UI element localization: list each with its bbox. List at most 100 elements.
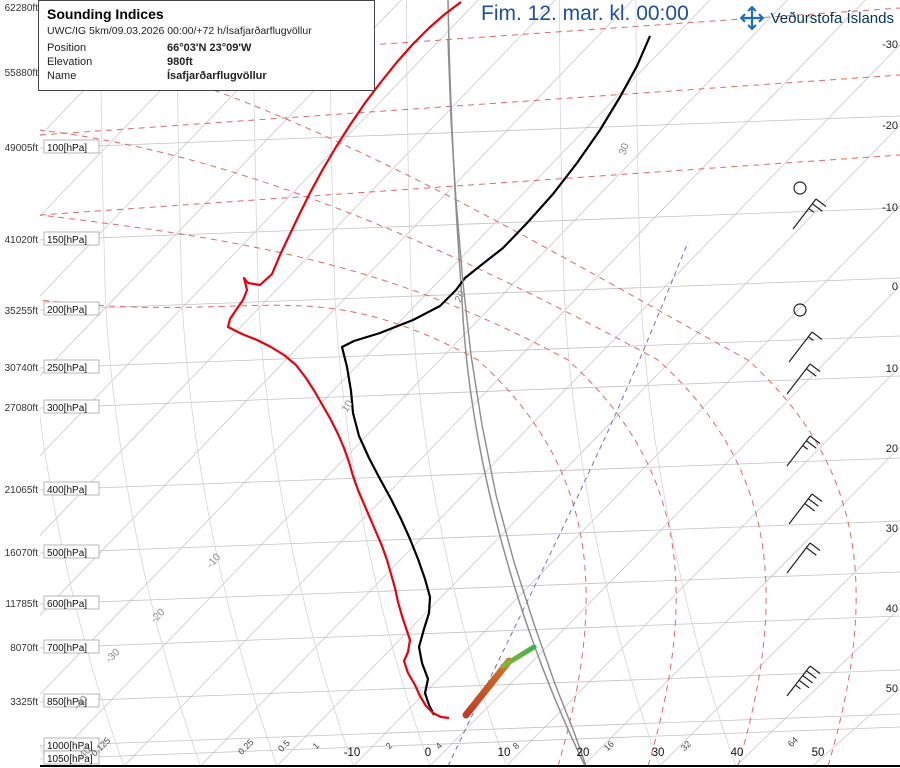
bottom-temperature-label: 0 — [425, 747, 431, 759]
vedurstofa-logo: Veðurstofa Íslands — [739, 5, 894, 31]
right-temperature-label: 10 — [886, 363, 898, 375]
pressure-label: 100[hPa] — [47, 143, 87, 154]
isobar-gridline — [40, 615, 900, 649]
right-temperature-label: 0 — [892, 281, 898, 293]
mixing-ratio-label: 16 — [602, 739, 616, 753]
moist-adiabat-line — [40, 74, 900, 136]
info-value: 980ft — [167, 56, 193, 68]
mixing-ratio-label: 8 — [511, 741, 522, 752]
model-run-line: UWC/IG 5km/09.03.2026 00:00/+72 h/Ísafja… — [47, 25, 312, 37]
moist-adiabat-line — [40, 214, 677, 766]
diagonal-gridline — [200, 44, 900, 766]
isobar-gridline — [40, 277, 900, 311]
vedurstofa-logo-icon — [739, 6, 764, 30]
moist-adiabat-line — [40, 44, 857, 766]
isobar-gridline — [40, 669, 900, 703]
mixing-ratio-label: 4 — [434, 741, 445, 752]
isotherm-label: 20 — [452, 289, 468, 305]
moist-adiabat-line — [40, 154, 900, 216]
mixing-ratio-label: 64 — [786, 735, 800, 749]
altitude-label: 8070ft — [10, 643, 38, 654]
mixing-ratio-label: 2 — [384, 741, 395, 752]
diagonal-gridline — [353, 205, 900, 766]
pressure-label-box — [43, 399, 100, 414]
isotherm-label: -30 — [103, 646, 122, 665]
pressure-label-box — [43, 231, 100, 246]
isobar-gridline — [40, 520, 900, 554]
isotherm-label: -20 — [148, 606, 167, 625]
shear-gradient-segment — [500, 644, 537, 669]
pressure-label: 500[hPa] — [47, 548, 87, 559]
right-temperature-label: 50 — [886, 683, 898, 695]
pressure-label-box — [43, 693, 100, 708]
altitude-label: 49005ft — [5, 143, 39, 154]
pressure-label-box — [43, 595, 100, 610]
wind-barb-icon — [786, 542, 821, 574]
isobar-gridline — [40, 457, 900, 491]
altitude-label: 55880ft — [5, 68, 39, 79]
right-temperature-label: -30 — [882, 39, 898, 51]
isotherm-curve — [40, 414, 125, 766]
pressure-label: 1000[hPa] — [47, 741, 93, 752]
diagonal-gridline — [429, 285, 900, 766]
bottom-temperature-label: 20 — [577, 747, 590, 759]
isotherm-curve — [406, 0, 507, 766]
pressure-label: 400[hPa] — [47, 485, 87, 496]
altitude-label: 62280ft — [5, 3, 39, 14]
mixing-ratio-label: 0.25 — [236, 737, 255, 756]
diagonal-gridline — [812, 688, 900, 766]
sounding-indices-box: Sounding Indices UWC/IG 5km/09.03.2026 0… — [38, 0, 375, 91]
isotherm-curve-highlight — [447, 0, 586, 766]
info-value: Ísafjarðarflugvöllur — [167, 70, 267, 82]
pressure-label: 250[hPa] — [47, 363, 87, 374]
info-box-title: Sounding Indices — [47, 6, 164, 22]
isobar-gridline — [40, 207, 900, 241]
bottom-temperature-label: 10 — [498, 747, 511, 759]
vedurstofa-logo-text: Veðurstofa Íslands — [770, 9, 894, 27]
bottom-temperature-label: 40 — [731, 747, 744, 759]
moist-adiabat-line — [40, 299, 587, 766]
pressure-label-box — [43, 301, 100, 316]
pressure-label-box — [43, 139, 100, 154]
isotherm-curve — [329, 0, 431, 766]
altitude-label: 35255ft — [5, 306, 39, 317]
isobar-gridline — [40, 726, 900, 760]
pressure-label-box — [43, 481, 100, 496]
isotherm-curve — [253, 0, 354, 766]
right-temperature-label: -10 — [882, 202, 898, 214]
pressure-label-box — [43, 359, 100, 374]
info-row-position: Position 66°03'N 23°09'W — [47, 41, 366, 55]
wind-barb-icon — [792, 198, 827, 230]
altitude-label: 16070ft — [5, 548, 39, 559]
altitude-label: 41020ft — [5, 235, 39, 246]
diagonal-gridline — [276, 124, 900, 766]
isobar-gridline — [40, 571, 900, 605]
info-row-name: Name Ísafjarðarflugvöllur — [47, 69, 366, 83]
isotherm-curve — [635, 0, 737, 766]
shear-gradient-segment — [462, 657, 513, 719]
info-label: Name — [47, 70, 77, 82]
right-temperature-label: 30 — [886, 523, 898, 535]
reference-profile — [447, 39, 587, 766]
wind-barb-icon — [788, 493, 823, 525]
bottom-temperature-label: -10 — [344, 747, 361, 759]
bottom-temperature-label: 30 — [652, 747, 665, 759]
isotherm-curve — [176, 0, 278, 766]
isotherm-label: 10 — [339, 398, 356, 415]
moist-adiabat-line — [40, 129, 767, 766]
altitude-label: 3325ft — [10, 697, 38, 708]
diagonal-gridline — [582, 446, 900, 766]
isotherm-curve — [559, 0, 660, 766]
info-label: Elevation — [47, 56, 93, 68]
